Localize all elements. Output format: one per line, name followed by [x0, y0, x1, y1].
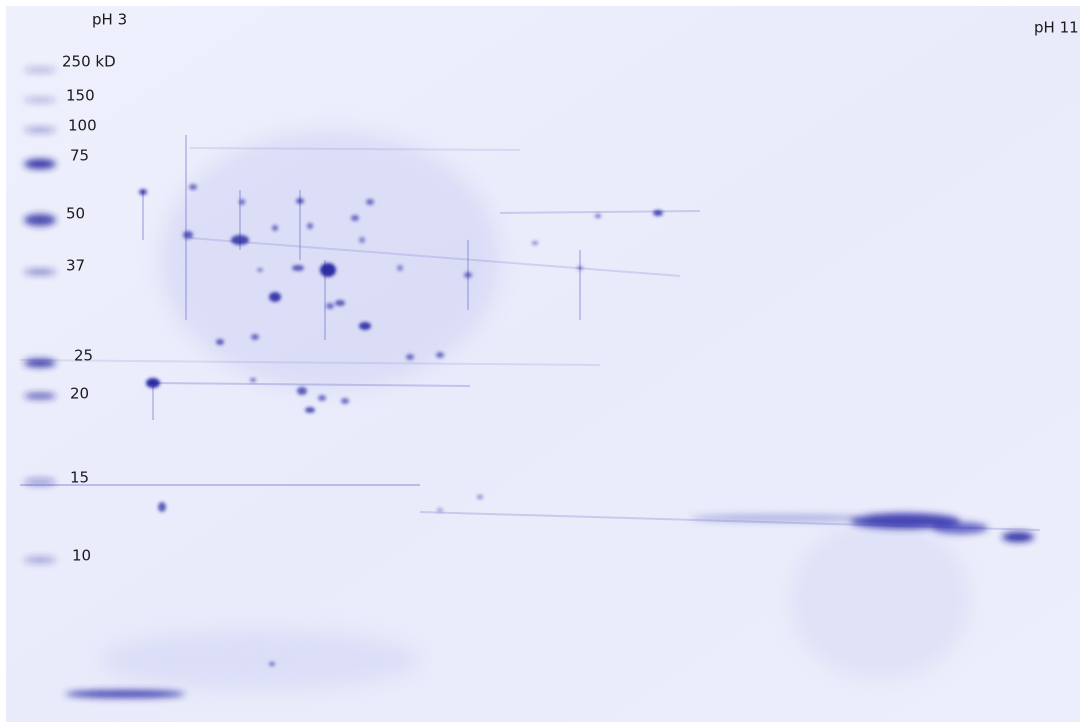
spot — [1002, 532, 1034, 542]
spot — [65, 690, 185, 698]
spot — [239, 199, 245, 205]
spot — [146, 378, 160, 388]
ladder-band — [24, 98, 56, 102]
ladder-band — [24, 159, 56, 169]
ladder-band — [24, 68, 56, 72]
spot — [269, 292, 281, 302]
spot — [231, 235, 249, 245]
gel-image: pH 3 pH 11 250 kD 150 100 75 50 37 25 20 15 10 — [0, 0, 1080, 722]
marker-label: 250 kD — [62, 53, 116, 71]
spot — [359, 237, 365, 243]
spot — [189, 184, 197, 190]
spot — [307, 223, 313, 229]
marker-label: 100 — [68, 117, 97, 135]
spot — [158, 502, 166, 512]
spot — [366, 199, 374, 205]
spot — [292, 265, 304, 271]
spot — [335, 300, 345, 306]
spot — [139, 189, 147, 195]
spot — [320, 263, 336, 277]
spot — [318, 395, 326, 401]
marker-label: 50 — [66, 205, 85, 223]
spot — [595, 214, 601, 218]
ladder-band — [24, 128, 56, 133]
ph-high-label: pH 11 — [1034, 19, 1079, 37]
spot — [653, 210, 663, 216]
ladder-band — [24, 214, 56, 226]
ladder-band — [24, 393, 56, 399]
spot — [269, 662, 275, 666]
marker-label: 25 — [74, 347, 93, 365]
spot — [257, 268, 263, 272]
smear — [790, 520, 970, 680]
marker-label: 15 — [70, 469, 89, 487]
spot — [183, 231, 193, 239]
spot — [341, 398, 349, 404]
spot — [351, 215, 359, 221]
spot — [932, 522, 988, 534]
marker-label: 75 — [70, 147, 89, 165]
smear — [160, 130, 500, 390]
spot — [297, 387, 307, 395]
spot — [532, 241, 538, 245]
spot — [437, 508, 443, 512]
spot — [216, 339, 224, 345]
smear — [100, 630, 420, 690]
marker-label: 150 — [66, 87, 95, 105]
marker-label: 10 — [72, 547, 91, 565]
ladder-band — [24, 557, 56, 563]
spot — [477, 495, 483, 499]
spot — [577, 266, 583, 270]
spot — [406, 354, 414, 360]
marker-label: 20 — [70, 385, 89, 403]
spot — [326, 303, 334, 309]
ph-low-label: pH 3 — [92, 11, 127, 29]
spot — [272, 225, 278, 231]
ladder-band — [24, 269, 56, 275]
spot — [305, 407, 315, 413]
spot — [251, 334, 259, 340]
spot — [359, 322, 371, 330]
spot — [464, 272, 472, 278]
spot — [296, 198, 304, 204]
spot — [250, 378, 256, 382]
ladder-band — [24, 478, 56, 486]
spot — [436, 352, 444, 358]
marker-label: 37 — [66, 257, 85, 275]
spot — [397, 265, 403, 271]
spot — [690, 514, 870, 522]
ladder-band — [24, 359, 56, 367]
